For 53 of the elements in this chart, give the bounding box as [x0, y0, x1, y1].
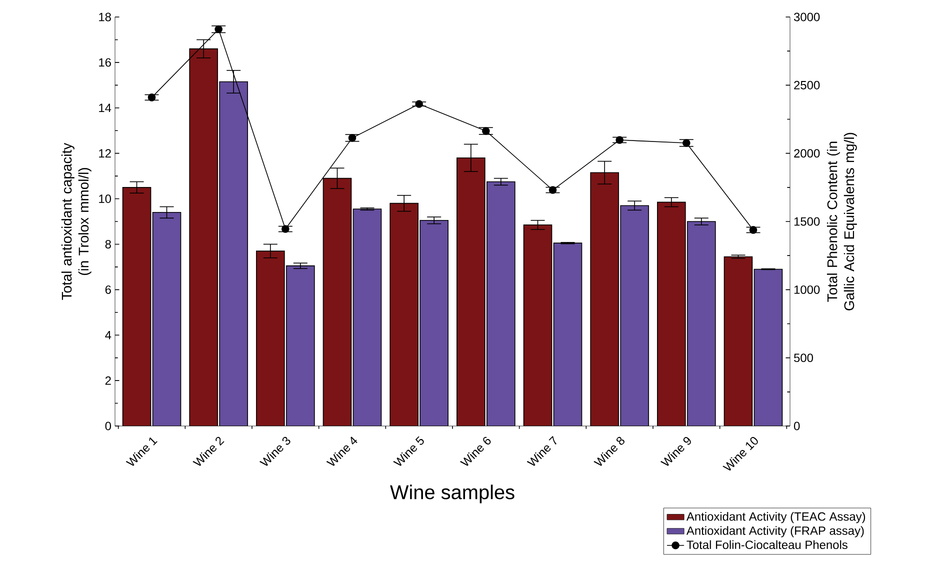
bar — [323, 178, 352, 426]
bar — [754, 268, 783, 426]
bar — [256, 251, 284, 426]
y-tick-label: 12 — [99, 149, 111, 158]
y-tick-label: 16 — [99, 58, 111, 67]
bar — [390, 203, 418, 426]
bar — [620, 206, 649, 426]
y-tick-label: 18 — [99, 12, 111, 22]
y-tick-label: 8 — [105, 240, 111, 248]
bar — [122, 187, 151, 426]
bar — [554, 243, 582, 426]
bar — [724, 256, 753, 426]
x-axis-title: Wine samples — [390, 484, 514, 504]
y-tick-label: 10 — [99, 194, 112, 203]
point — [415, 100, 423, 108]
bar — [590, 172, 619, 426]
bar — [220, 82, 248, 426]
y2-tick-label: 3000 — [794, 12, 820, 22]
legend-label: Total Folin-Ciocalteau Phenols — [686, 540, 848, 550]
bar — [524, 224, 552, 426]
point — [749, 226, 758, 234]
y2-tick-label: 2500 — [794, 80, 820, 90]
bar — [657, 202, 686, 426]
point — [482, 127, 490, 135]
bar — [486, 182, 515, 426]
y-tick-label: 14 — [99, 104, 112, 112]
y-tick-label: 0 — [105, 422, 112, 430]
bar — [152, 212, 181, 426]
y-axis-title: Total antioxidant capacity (in Trolox mmol/l) — [61, 142, 92, 300]
point — [682, 139, 690, 147]
y2-tick-label: 1000 — [794, 285, 820, 294]
legend-label: Antioxidant Activity (FRAP assay) — [686, 526, 864, 538]
point — [348, 134, 356, 142]
bar — [687, 222, 716, 426]
bar — [353, 209, 382, 426]
bar — [190, 48, 218, 426]
y2-tick-label: 2000 — [794, 149, 820, 158]
y2-tick-label: 0 — [794, 422, 800, 430]
legend-label: Antioxidant Activity (TEAC Assay) — [686, 512, 866, 524]
y2-axis-title: Total Phenolic Content (in Gallic Acid Equivalents mg/l) — [826, 132, 857, 310]
y2-tick-label: 500 — [794, 354, 814, 362]
point — [282, 225, 290, 233]
bar — [456, 158, 485, 426]
bar — [286, 266, 314, 426]
y-tick-label: 2 — [105, 376, 111, 385]
point — [616, 136, 624, 144]
point — [214, 25, 222, 34]
y2-tick-label: 1500 — [794, 217, 820, 226]
y-tick-label: 4 — [105, 331, 112, 340]
bar — [420, 220, 448, 426]
point — [548, 186, 557, 194]
y-tick-label: 6 — [105, 285, 111, 294]
point — [148, 94, 156, 102]
